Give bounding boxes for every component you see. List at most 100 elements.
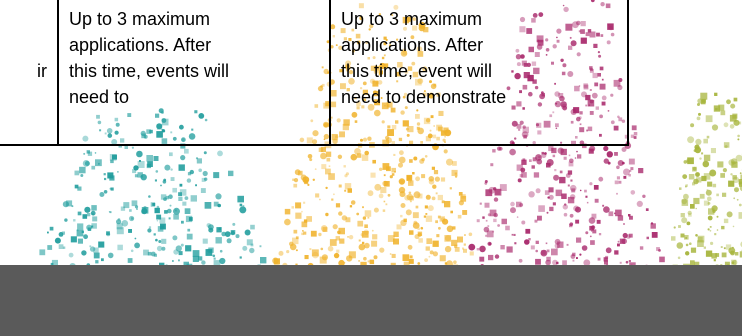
- paint-particle: [490, 163, 494, 167]
- paint-particle: [172, 260, 174, 262]
- paint-particle: [715, 253, 720, 257]
- paint-particle: [246, 239, 253, 246]
- paint-particle: [154, 179, 157, 182]
- paint-particle: [589, 235, 592, 238]
- paint-particle: [548, 194, 554, 200]
- paint-particle: [739, 184, 742, 192]
- paint-particle: [429, 250, 434, 255]
- paint-particle: [454, 175, 458, 178]
- paint-particle: [438, 226, 441, 230]
- paint-particle: [178, 192, 182, 197]
- paint-particle: [435, 192, 438, 195]
- paint-particle: [524, 239, 530, 245]
- paint-particle: [707, 181, 713, 187]
- paint-particle: [708, 208, 715, 215]
- paint-particle: [633, 136, 637, 139]
- paint-particle: [659, 256, 665, 263]
- paint-particle: [538, 205, 545, 212]
- paint-particle: [303, 231, 307, 235]
- paint-particle: [398, 178, 406, 185]
- paint-particle: [547, 196, 550, 199]
- paint-particle: [379, 167, 383, 171]
- paint-particle: [136, 150, 143, 158]
- paint-particle: [294, 169, 301, 176]
- paint-particle: [695, 234, 698, 237]
- paint-particle: [58, 232, 64, 237]
- paint-particle: [374, 183, 382, 191]
- paint-particle: [697, 240, 704, 247]
- paint-particle: [479, 202, 482, 205]
- paint-particle: [371, 240, 378, 247]
- paint-particle: [557, 241, 564, 248]
- paint-particle: [714, 233, 717, 236]
- paint-particle: [332, 224, 338, 230]
- paint-particle: [628, 260, 631, 263]
- paint-particle: [520, 167, 526, 173]
- paint-particle: [607, 161, 611, 165]
- paint-particle: [187, 228, 191, 232]
- paint-particle: [561, 193, 567, 199]
- paint-particle: [104, 177, 107, 181]
- paint-particle: [617, 240, 620, 243]
- paint-particle: [156, 205, 160, 209]
- paint-particle: [178, 196, 183, 201]
- paint-particle: [409, 255, 413, 259]
- paint-particle: [554, 243, 560, 249]
- paint-particle: [444, 245, 452, 253]
- paint-particle: [361, 231, 369, 238]
- paint-particle: [379, 247, 385, 253]
- paint-particle: [733, 197, 736, 200]
- paint-particle: [116, 219, 122, 225]
- paint-particle: [201, 260, 206, 265]
- paint-particle: [629, 215, 633, 220]
- paint-particle: [443, 149, 448, 154]
- paint-particle: [576, 237, 582, 243]
- paint-particle: [213, 257, 216, 260]
- paint-particle: [694, 261, 700, 267]
- paint-particle: [493, 218, 497, 223]
- paint-particle: [309, 248, 312, 251]
- paint-particle: [739, 181, 742, 187]
- paint-particle: [80, 174, 84, 177]
- paint-particle: [602, 204, 605, 207]
- paint-particle: [407, 244, 413, 250]
- paint-particle: [415, 205, 419, 209]
- paint-particle: [420, 226, 424, 230]
- paint-particle: [169, 204, 172, 207]
- paint-particle: [259, 245, 262, 248]
- paint-particle: [582, 143, 587, 149]
- paint-particle: [396, 224, 402, 230]
- paint-particle: [178, 251, 183, 256]
- paint-particle: [450, 210, 453, 214]
- paint-particle: [172, 187, 177, 193]
- paint-particle: [354, 148, 361, 155]
- paint-particle: [686, 221, 691, 226]
- paint-particle: [681, 217, 688, 224]
- paint-particle: [103, 173, 106, 176]
- paint-particle: [446, 225, 454, 233]
- paint-particle: [364, 210, 372, 217]
- paint-particle: [339, 238, 345, 244]
- paint-particle: [534, 219, 538, 223]
- paint-particle: [86, 150, 90, 154]
- paint-particle: [451, 169, 458, 176]
- paint-particle: [408, 180, 414, 186]
- paint-particle: [304, 255, 309, 260]
- paint-particle: [320, 247, 324, 251]
- paint-particle: [692, 166, 697, 172]
- paint-particle: [731, 161, 738, 168]
- paint-particle: [522, 158, 526, 162]
- paint-particle: [424, 205, 428, 209]
- paint-particle: [457, 214, 462, 219]
- paint-particle: [137, 161, 145, 168]
- paint-particle: [628, 233, 633, 238]
- paint-particle: [350, 200, 356, 205]
- paint-particle: [642, 194, 646, 198]
- paint-particle: [341, 215, 348, 221]
- paint-particle: [693, 197, 700, 205]
- paint-particle: [345, 217, 351, 223]
- paint-particle: [301, 210, 303, 213]
- paint-particle: [628, 214, 631, 217]
- paint-particle: [703, 246, 706, 249]
